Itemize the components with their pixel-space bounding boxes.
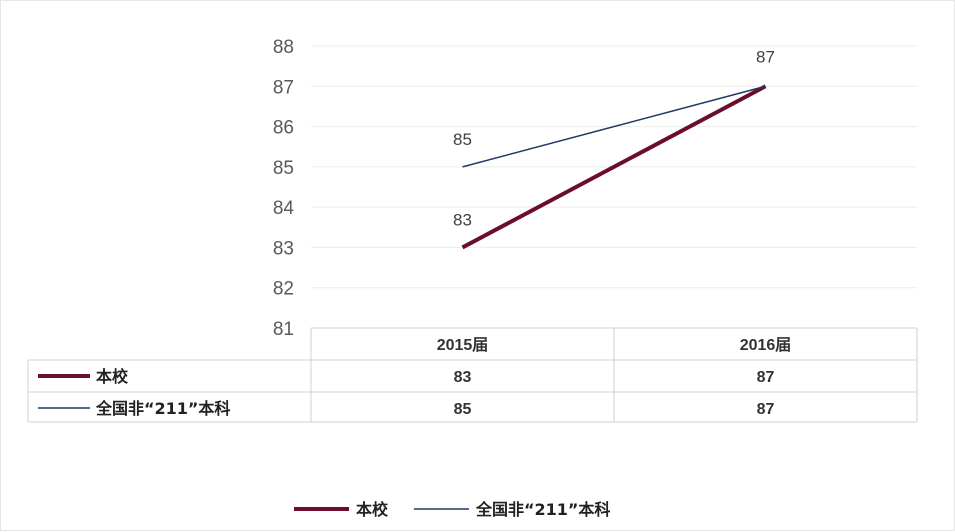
table-cell-value: 87	[757, 401, 775, 418]
y-tick-label: 81	[273, 319, 294, 340]
series-line-1	[461, 84, 767, 250]
table-cell-value: 85	[454, 401, 472, 418]
table-series-name: 本校	[96, 367, 129, 386]
category-header: 2016届	[740, 336, 792, 354]
category-header: 2015届	[437, 336, 489, 354]
y-tick-label: 84	[273, 198, 295, 219]
series-lines	[461, 84, 767, 250]
y-tick-label: 82	[273, 279, 294, 300]
y-axis-ticks: 81 82 83 84 85 86 87 88	[273, 37, 295, 340]
legend-label: 本校	[356, 500, 389, 519]
y-tick-label: 83	[273, 238, 294, 259]
legend-label: 全国非“211”本科	[475, 500, 610, 519]
y-tick-label: 87	[273, 77, 294, 98]
table-cell-value: 87	[757, 369, 775, 386]
y-tick-label: 85	[273, 158, 294, 179]
table-series-name: 全国非“211”本科	[95, 399, 230, 418]
legend: 本校 全国非“211”本科	[294, 500, 610, 519]
data-label: 87	[756, 47, 775, 66]
data-label: 85	[453, 130, 472, 149]
y-tick-label: 86	[273, 118, 294, 139]
data-labels: 83 85 87	[453, 47, 775, 229]
y-tick-label: 88	[273, 37, 294, 58]
series-line-2	[462, 85, 766, 168]
data-label: 83	[453, 210, 472, 229]
table-cell-value: 83	[454, 369, 472, 386]
